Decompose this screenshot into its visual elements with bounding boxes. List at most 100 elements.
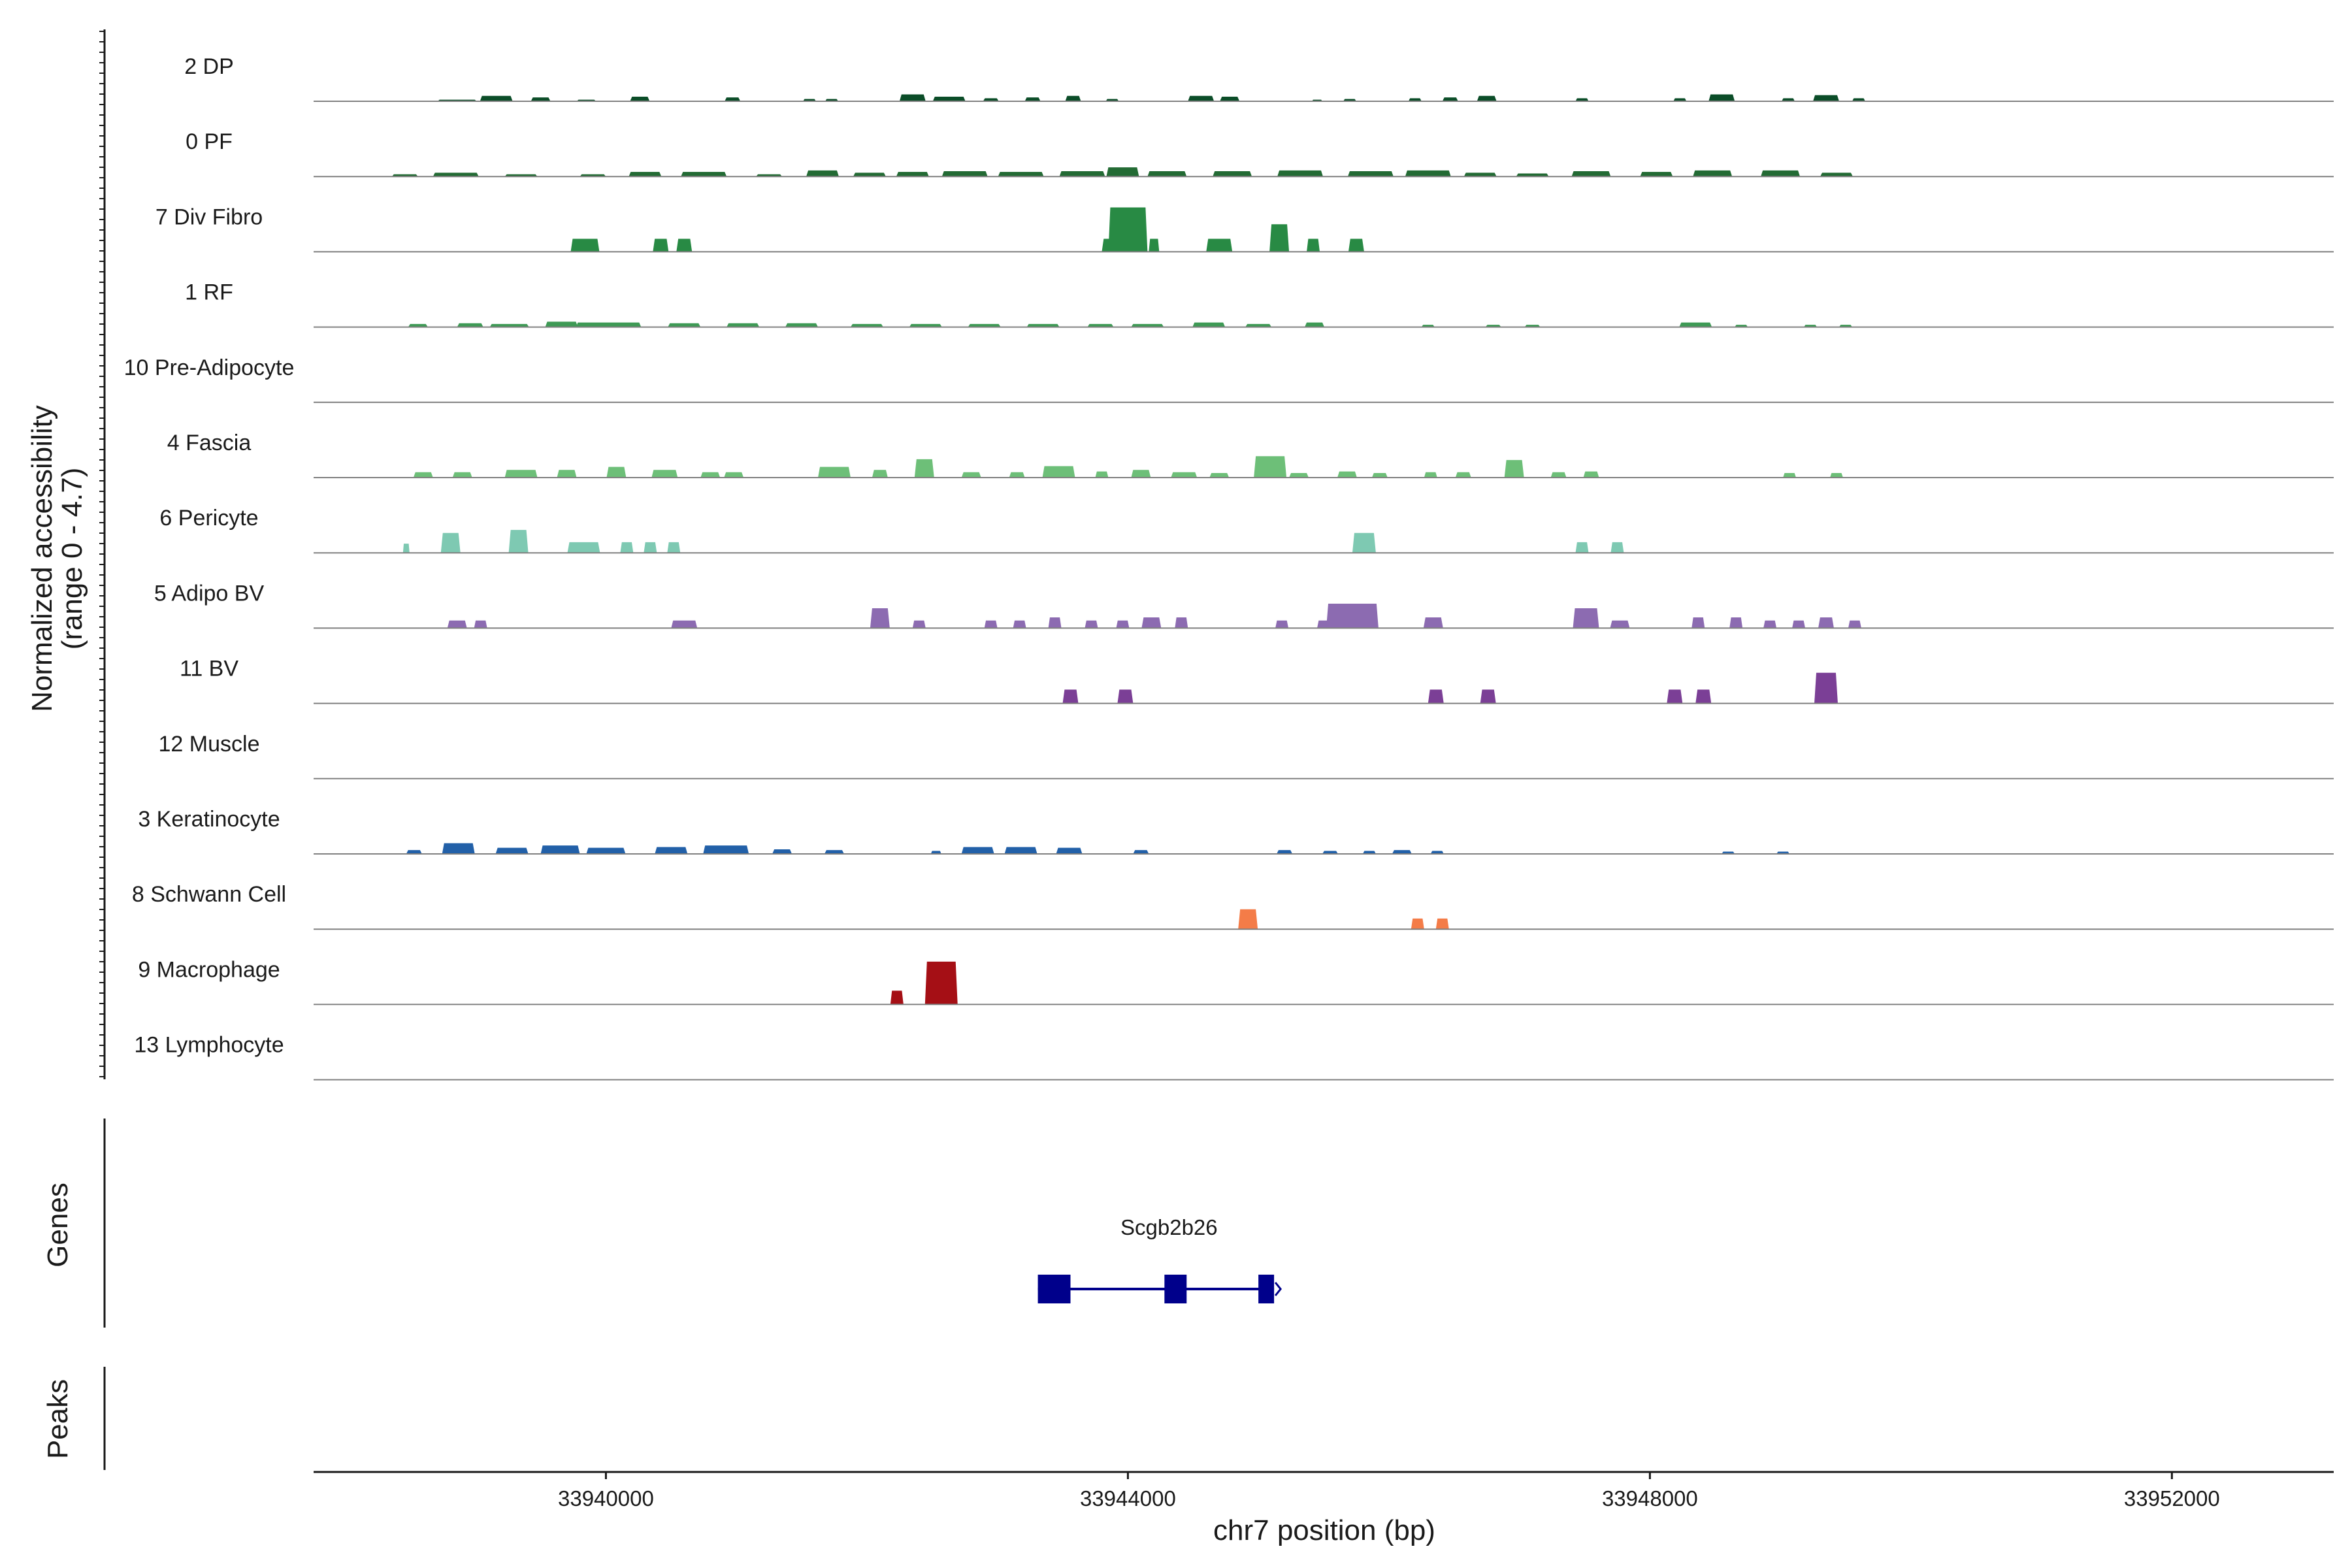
coverage-peak — [452, 472, 472, 478]
coverage-peak — [1435, 918, 1449, 930]
coverage-peak — [1371, 472, 1388, 478]
coverage-peak — [930, 851, 941, 854]
coverage-peak — [1610, 542, 1624, 553]
coverage-peak — [1818, 617, 1834, 629]
coverage-peak — [620, 542, 634, 553]
coverage-peak — [1408, 98, 1422, 101]
track-label: 2 DP — [184, 54, 234, 79]
x-tick-label: 33952000 — [2124, 1486, 2220, 1511]
coverage-peak — [1348, 238, 1364, 252]
coverage-peak — [1277, 850, 1293, 854]
coverage-peak — [1085, 620, 1098, 629]
track: 7 Div Fibro — [155, 204, 2334, 253]
coverage-peak — [1352, 532, 1376, 553]
track-label: 4 Fascia — [167, 431, 252, 455]
coverage-peak — [1573, 608, 1599, 629]
coverage-peak — [983, 98, 999, 101]
coverage-peak — [1141, 617, 1162, 629]
coverage-peak — [1277, 170, 1324, 177]
coverage-peak — [474, 620, 487, 629]
coverage-peak — [1813, 95, 1839, 101]
coverage-peak — [667, 542, 681, 553]
track-label: 5 Adipo BV — [154, 581, 265, 606]
track-label: 9 Macrophage — [138, 957, 280, 982]
coverage-peak — [961, 847, 994, 854]
x-tick-label: 33948000 — [1602, 1486, 1698, 1511]
coverage-peak — [1829, 472, 1843, 478]
coverage-peak — [1131, 323, 1164, 327]
coverage-peak — [1238, 909, 1258, 930]
coverage-peak — [968, 323, 1001, 327]
coverage-peak — [447, 620, 467, 629]
coverage-peak — [1571, 171, 1611, 177]
coverage-peak — [1275, 620, 1289, 629]
track: 6 Pericyte — [159, 506, 2334, 554]
coverage-peak — [644, 542, 657, 553]
track: 0 PF — [186, 129, 2334, 178]
coverage-peak — [504, 470, 538, 478]
coverage-peak — [727, 323, 760, 327]
coverage-peak — [480, 95, 513, 101]
track-label: 3 Keratinocyte — [138, 807, 280, 832]
coverage-peak — [1477, 95, 1497, 101]
track: 12 Muscle — [159, 732, 2334, 779]
coverage-peak — [1550, 472, 1567, 478]
coverage-peak — [1442, 97, 1458, 101]
track-label: 13 Lymphocyte — [134, 1033, 284, 1058]
peaks-panel-label: Peaks — [42, 1379, 74, 1459]
coverage-peak — [433, 172, 479, 177]
coverage-peak — [872, 470, 888, 478]
coverage-peak — [1322, 851, 1338, 854]
coverage-peak — [1424, 472, 1437, 478]
coverage-peak — [1814, 672, 1838, 704]
coverage-peak — [1504, 460, 1524, 478]
coverage-peak — [442, 843, 475, 854]
coverage-peak — [984, 620, 998, 629]
track-label: 0 PF — [186, 129, 233, 154]
coverage-peak — [724, 472, 744, 478]
coverage-peak — [1693, 170, 1733, 177]
coverage-peak — [606, 466, 627, 478]
coverage-peak — [1133, 850, 1149, 854]
coverage-peak — [1852, 98, 1865, 101]
coverage-peak — [1305, 322, 1324, 327]
coverage-peak — [557, 470, 577, 478]
coverage-peak — [457, 323, 483, 327]
coverage-peak — [630, 96, 650, 101]
coverage-peak — [1673, 98, 1687, 101]
coverage-peak — [1362, 851, 1376, 854]
track: 10 Pre-Adipocyte — [124, 355, 2334, 403]
coverage-peak — [1131, 470, 1151, 478]
gene-name: Scgb2b26 — [1120, 1215, 1218, 1239]
coverage-peak — [629, 172, 662, 177]
y-axis-title-line1: Normalized accessibility — [26, 405, 58, 711]
coverage-peak — [653, 238, 669, 252]
coverage-peak — [1763, 620, 1777, 629]
coverage-peak — [1423, 617, 1443, 629]
coverage-peak — [1326, 603, 1379, 629]
coverage-peak — [676, 238, 693, 252]
coverage-peak — [806, 170, 839, 177]
coverage-peak — [651, 470, 678, 478]
coverage-peak — [912, 620, 926, 629]
coverage-peak — [1059, 171, 1105, 177]
track: 2 DP — [184, 54, 2334, 102]
coverage-peak — [681, 172, 727, 177]
track-label: 6 Pericyte — [159, 506, 258, 531]
coverage-peak — [1848, 620, 1861, 629]
coverage-peak — [1455, 472, 1471, 478]
coverage-peak — [671, 620, 698, 629]
coverage-peak — [1056, 847, 1083, 854]
coverage-peak — [1480, 689, 1496, 704]
coverage-peak — [1065, 95, 1081, 101]
coverage-peak — [1679, 322, 1712, 327]
track: 8 Schwann Cell — [132, 882, 2334, 930]
coverage-peak — [1009, 472, 1025, 478]
gene-exon — [1258, 1275, 1275, 1303]
track-label: 8 Schwann Cell — [132, 882, 286, 907]
gene-exon — [1037, 1275, 1071, 1303]
coverage-peak — [489, 323, 529, 327]
coverage-peak — [1411, 918, 1424, 930]
coverage-peak — [1307, 238, 1320, 252]
coverage-peak — [570, 238, 600, 252]
